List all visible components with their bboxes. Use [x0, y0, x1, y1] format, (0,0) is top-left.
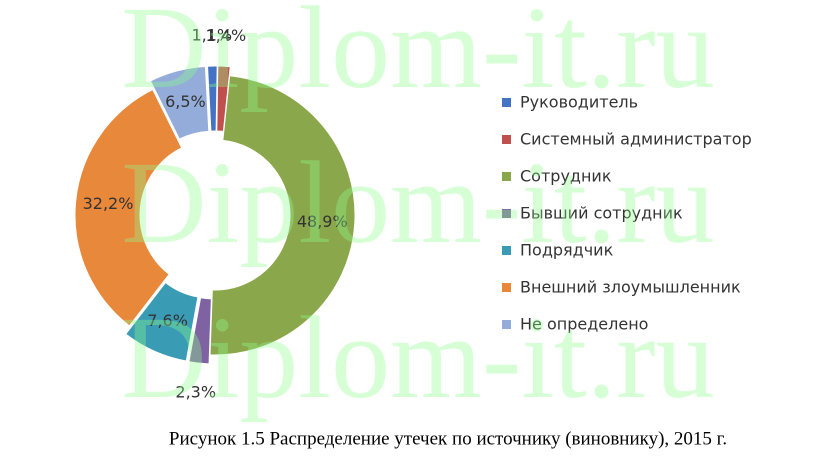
legend-swatch: [502, 172, 511, 181]
donut-slice: [188, 297, 212, 365]
legend-label: Системный администратор: [520, 130, 752, 149]
donut-slice: [74, 88, 183, 327]
legend-label: Бывший сотрудник: [520, 204, 683, 223]
legend-label: Не определено: [520, 315, 648, 334]
legend-swatch: [502, 246, 511, 255]
legend-label: Руководитель: [520, 93, 638, 112]
data-label: 48,9%: [297, 212, 348, 231]
data-label: 1,4%: [206, 26, 247, 45]
data-label: 1,1%: [191, 26, 232, 45]
legend-swatch: [502, 209, 511, 218]
data-label: 7,6%: [147, 311, 188, 330]
donut-slice: [206, 65, 218, 132]
legend-swatch: [502, 320, 511, 329]
donut-slice: [125, 281, 199, 362]
donut-slice: [209, 75, 356, 356]
legend-label: Внешний злоумышленник: [520, 278, 741, 297]
data-label: 32,2%: [83, 194, 134, 213]
legend-swatch: [502, 98, 511, 107]
legend-label: Сотрудник: [520, 167, 612, 186]
data-label: 6,5%: [165, 92, 206, 111]
caption: Рисунок 1.5 Распределение утечек по исто…: [169, 428, 727, 449]
donut-slice: [149, 65, 210, 140]
legend-label: Подрядчик: [520, 241, 614, 260]
legend-swatch: [502, 283, 511, 292]
data-label: 2,3%: [175, 382, 216, 401]
legend-swatch: [502, 135, 511, 144]
